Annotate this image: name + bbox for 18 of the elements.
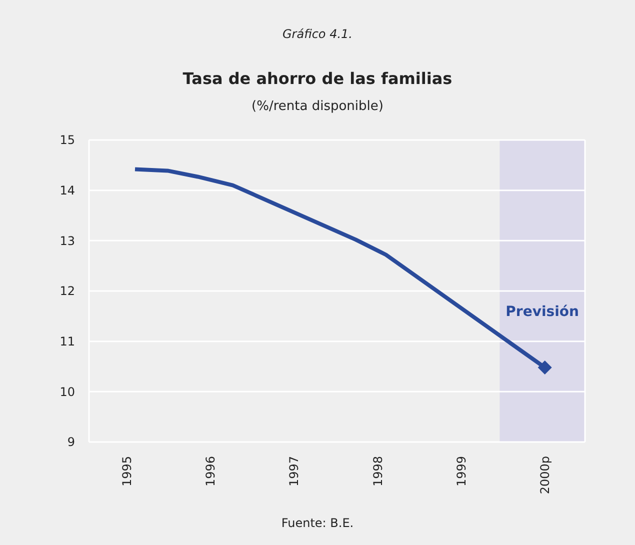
x-tick-label: 1995: [120, 456, 134, 487]
x-tick-label: 1999: [454, 456, 468, 487]
y-tick-label: 12: [60, 284, 75, 298]
y-tick-label: 13: [60, 234, 75, 248]
y-tick-label: 11: [60, 334, 75, 349]
text: Gráfico 4.1.: [282, 27, 352, 41]
y-tick-label: 15: [60, 133, 75, 148]
y-tick-label: 14: [60, 184, 75, 198]
source-note: Fuente: B.E.: [281, 516, 354, 530]
chart-title: Tasa de ahorro de las familias: [182, 69, 452, 88]
y-tick-label: 10: [60, 384, 75, 399]
y-tick-label: 9: [67, 435, 75, 450]
band-label: Previsión: [506, 304, 579, 320]
x-tick-label: 1998: [370, 456, 385, 487]
x-tick-label: 1997: [287, 456, 302, 487]
x-tick-label: 1996: [203, 456, 218, 487]
chart-subtitle: (%/renta disponible): [252, 99, 384, 114]
x-tick-label: 2000p: [538, 456, 552, 494]
